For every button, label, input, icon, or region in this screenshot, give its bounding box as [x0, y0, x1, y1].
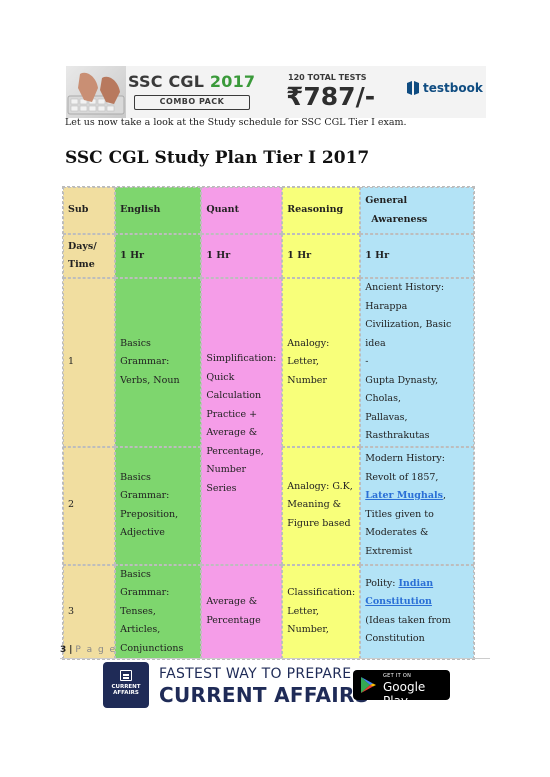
reasoning-cell: Analogy: Letter, Number — [282, 278, 361, 447]
time-ga: 1 Hr — [360, 234, 474, 278]
day-cell: 1 — [63, 278, 116, 447]
english-cell: Basics Grammar: Tenses, Articles, Conjun… — [115, 564, 202, 659]
banner-total-tests: 120 TOTAL TESTS — [288, 73, 367, 82]
promo-banner[interactable]: SSC CGL 2017 COMBO PACK 120 TOTAL TESTS … — [66, 66, 486, 118]
ad-headline: CURRENT AFFAIRS — [159, 683, 370, 707]
quant-cell-merged: Simplification: Quick Calculation Practi… — [201, 278, 283, 565]
current-affairs-ad[interactable]: CURRENT AFFAIRS FASTEST WAY TO PREPARE C… — [103, 662, 453, 710]
ga-cell: Ancient History: Harappa Civilization, B… — [360, 278, 474, 447]
time-english: 1 Hr — [115, 234, 202, 278]
reasoning-cell: Analogy: G.K, Meaning & Figure based — [282, 446, 361, 565]
constitution-link[interactable]: Constitution — [365, 596, 432, 608]
indian-constitution-link[interactable]: Indian — [398, 577, 434, 589]
ad-tagline: FASTEST WAY TO PREPARE — [159, 666, 352, 682]
table-row: 3 Basics Grammar: Tenses, Articles, Conj… — [63, 564, 474, 659]
header-reasoning: Reasoning — [282, 187, 361, 234]
keyboard-hands-image — [66, 66, 126, 118]
page-number: 3 | P a g e — [60, 645, 117, 655]
table-row: 2 Basics Grammar: Preposition, Adjective… — [63, 446, 474, 565]
banner-price: ₹787/- — [286, 82, 376, 111]
app-icon — [120, 670, 132, 681]
google-play-icon — [361, 677, 376, 693]
reasoning-cell: Classification: Letter, Number, — [282, 564, 361, 659]
page-heading: SSC CGL Study Plan Tier I 2017 — [65, 148, 370, 168]
time-quant: 1 Hr — [201, 234, 283, 278]
english-cell: Basics Grammar: Verbs, Noun — [115, 278, 202, 447]
table-header-row: Sub English Quant Reasoning General Awar… — [63, 187, 474, 234]
table-row: 1 Basics Grammar: Verbs, Noun Simplifica… — [63, 278, 474, 565]
ga-cell: Modern History: Revolt of 1857, Later Mu… — [360, 446, 474, 565]
testbook-logo: testbook — [406, 80, 483, 96]
later-mughals-link[interactable]: Later Mughals — [365, 490, 443, 501]
english-cell: Basics Grammar: Preposition, Adjective — [115, 446, 202, 565]
banner-combo-pack: COMBO PACK — [134, 95, 250, 110]
header-quant: Quant — [201, 187, 283, 234]
testbook-icon — [407, 81, 419, 95]
google-play-button[interactable]: GET IT ON Google Play — [353, 670, 450, 708]
study-plan-table: Sub English Quant Reasoning General Awar… — [62, 186, 475, 660]
header-general-awareness: General Awareness — [360, 187, 474, 234]
table-time-row: Days/ Time 1 Hr 1 Hr 1 Hr 1 Hr — [63, 234, 474, 278]
time-row-label: Days/ Time — [63, 234, 116, 278]
current-affairs-app-icon: CURRENT AFFAIRS — [103, 662, 149, 708]
quant-cell: Average & Percentage — [201, 564, 283, 659]
day-cell: 2 — [63, 446, 116, 565]
time-reasoning: 1 Hr — [282, 234, 361, 278]
day-cell: 3 — [63, 564, 116, 659]
banner-title: SSC CGL 2017 — [128, 72, 256, 91]
header-sub: Sub — [63, 187, 116, 234]
intro-text: Let us now take a look at the Study sche… — [65, 117, 407, 128]
header-english: English — [115, 187, 202, 234]
footer-divider — [60, 658, 490, 659]
ga-cell: Polity: Indian Constitution (Ideas taken… — [360, 564, 474, 659]
